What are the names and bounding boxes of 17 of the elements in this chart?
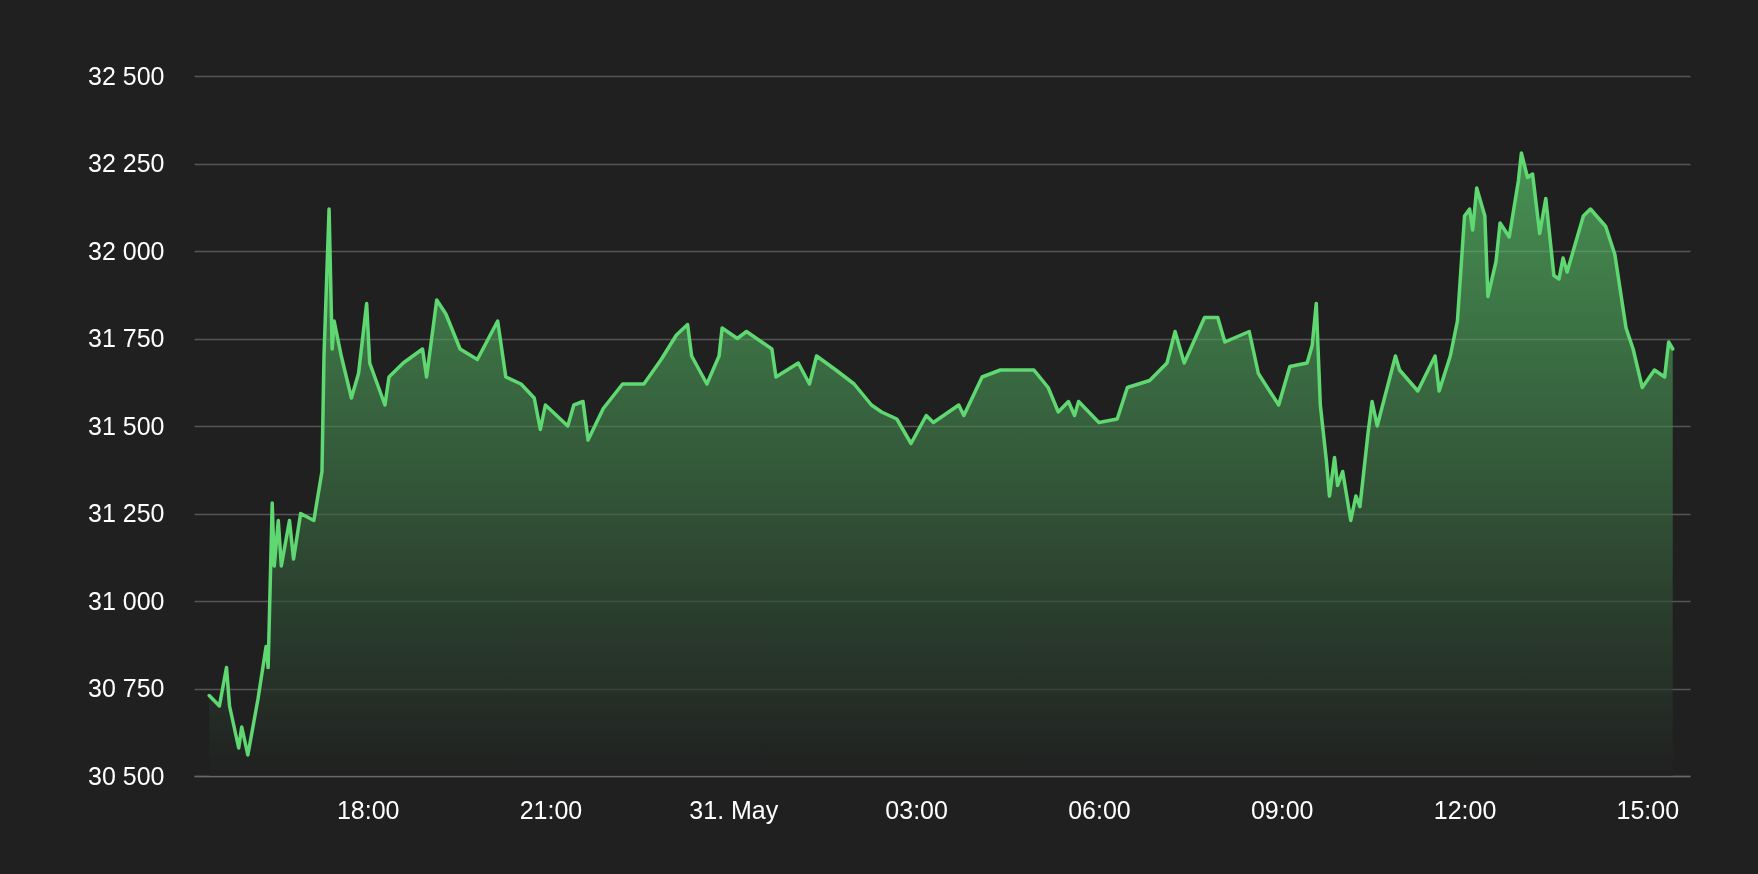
y-tick-label: 31 500 <box>88 411 165 440</box>
x-tick-label: 18:00 <box>336 795 400 824</box>
x-tick-label: 09:00 <box>1250 795 1314 824</box>
y-tick-label: 31 250 <box>88 499 165 527</box>
x-tick-label: 21:00 <box>519 795 583 824</box>
x-tick-label: 31. May <box>689 795 779 824</box>
x-tick-label: 06:00 <box>1068 795 1131 824</box>
y-tick-label: 32 000 <box>88 236 165 265</box>
x-tick-label: 15:00 <box>1616 795 1680 824</box>
y-tick-label: 30 750 <box>88 674 165 702</box>
y-tick-label: 30 500 <box>88 761 165 790</box>
y-tick-label: 32 500 <box>88 61 165 90</box>
x-tick-label: 12:00 <box>1433 795 1497 824</box>
y-tick-label: 31 750 <box>88 324 165 352</box>
x-tick-label: 03:00 <box>885 795 948 824</box>
y-tick-label: 32 250 <box>88 149 165 177</box>
y-tick-label: 31 000 <box>88 586 165 615</box>
